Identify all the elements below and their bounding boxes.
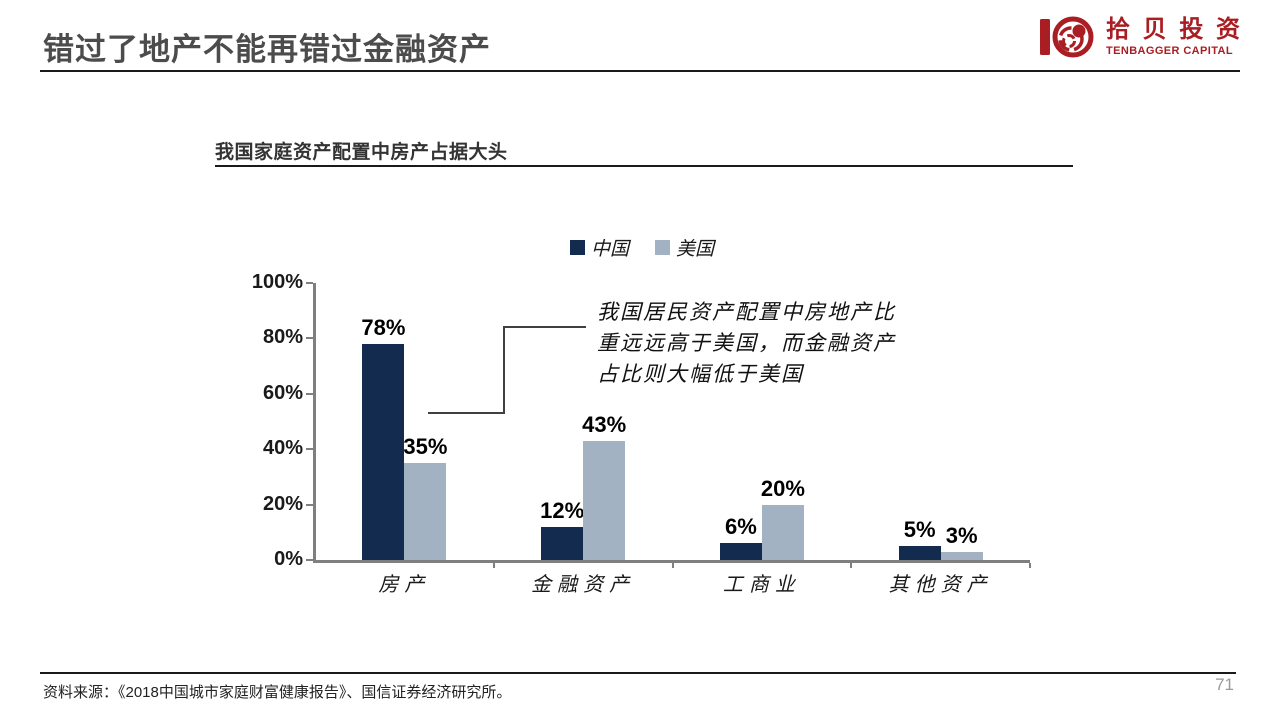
- bar-value-label: 35%: [403, 434, 448, 460]
- chart-title-divider: [215, 165, 1073, 167]
- page-number: 71: [1215, 675, 1234, 694]
- chart-annotation: 我国居民资产配置中房地产比 重远远高于美国，而金融资产 占比则大幅低于美国: [597, 297, 896, 390]
- bar-中国-金融资产: [541, 526, 584, 560]
- x-axis-category-label: 金融资产: [531, 572, 636, 596]
- callout-line: [428, 412, 505, 414]
- chart-legend: 中国 美国: [570, 234, 714, 261]
- y-axis-label: 60%: [262, 381, 303, 404]
- bar-value-label: 6%: [724, 514, 757, 540]
- source-note: 资料来源：《2018中国城市家庭财富健康报告》、国信证券经济研究所。: [43, 684, 512, 701]
- bar-value-label: 5%: [903, 517, 936, 543]
- x-axis-tick: [671, 563, 674, 568]
- x-axis-line: [313, 560, 1030, 563]
- legend-item: 中国: [570, 234, 629, 261]
- legend-label: 中国: [591, 238, 630, 260]
- tenbagger-logo-icon: [1040, 16, 1094, 58]
- bar-美国-金融资产: [583, 440, 626, 560]
- y-axis-tick: [306, 503, 313, 506]
- y-axis-tick: [306, 282, 313, 284]
- chart-title: 我国家庭资产配置中房产占据大头: [215, 142, 508, 163]
- y-axis-tick: [306, 448, 313, 451]
- x-axis-category-label: 房产: [378, 572, 431, 596]
- slide-title: 错过了地产不能再错过金融资产: [43, 32, 491, 67]
- legend-item: 美国: [655, 234, 714, 261]
- bar-美国-工商业: [761, 504, 804, 560]
- y-axis-line: [313, 283, 316, 563]
- footer-divider: [40, 672, 1236, 674]
- legend-swatch-icon: [655, 240, 671, 255]
- callout-line: [503, 326, 505, 414]
- callout-line: [503, 326, 586, 328]
- bar-美国-房产: [404, 463, 447, 560]
- y-axis-label: 20%: [262, 492, 303, 515]
- annotation-line: 占比则大幅低于美国: [597, 362, 804, 386]
- x-axis-tick: [492, 563, 495, 568]
- y-axis-label: 100%: [251, 271, 303, 293]
- y-axis-tick: [306, 392, 313, 395]
- bar-value-label: 78%: [361, 314, 406, 340]
- legend-swatch-icon: [570, 240, 585, 255]
- bar-美国-其他资产: [940, 551, 983, 560]
- y-axis-tick: [306, 559, 313, 561]
- bar-中国-房产: [362, 343, 405, 560]
- company-logo: 拾贝投资 TENBAGGER CAPITAL: [1038, 12, 1240, 62]
- x-axis-tick: [1029, 563, 1031, 568]
- x-axis-tick: [850, 563, 853, 568]
- annotation-line: 我国居民资产配置中房地产比: [597, 300, 896, 324]
- y-axis-label: 0%: [274, 548, 303, 570]
- logo-company-name: 拾贝投资: [1106, 16, 1240, 43]
- bar-group: 5% 3% 其他资产: [851, 283, 1030, 596]
- bar-中国-其他资产: [898, 546, 941, 560]
- legend-label: 美国: [676, 238, 715, 260]
- y-axis-tick: [306, 337, 313, 340]
- title-divider: [40, 70, 1240, 72]
- bar-chart-plot: 0% 20% 40% 60% 80% 100% 78% 35% 房产 12% 43% 金融资产 6% 20…: [252, 271, 1031, 596]
- bar-中国-工商业: [719, 543, 762, 560]
- bar-group: 6% 20% 工商业: [673, 283, 852, 596]
- y-axis-label: 80%: [262, 326, 303, 349]
- logo-company-subtitle: TENBAGGER CAPITAL: [1106, 45, 1233, 57]
- x-axis-category-label: 其他资产: [888, 572, 993, 596]
- bar-value-label: 3%: [945, 522, 978, 548]
- bar-value-label: 12%: [540, 497, 585, 523]
- y-axis-label: 40%: [262, 437, 303, 460]
- bar-group: 12% 43% 金融资产: [494, 283, 673, 596]
- bar-value-label: 43%: [582, 411, 627, 437]
- annotation-line: 重远远高于美国，而金融资产: [597, 331, 896, 355]
- x-axis-category-label: 工商业: [722, 572, 801, 596]
- bar-value-label: 20%: [760, 475, 805, 501]
- bar-group: 78% 35% 房产: [315, 283, 494, 596]
- logo-text: 拾贝投资 TENBAGGER CAPITAL: [1106, 16, 1240, 58]
